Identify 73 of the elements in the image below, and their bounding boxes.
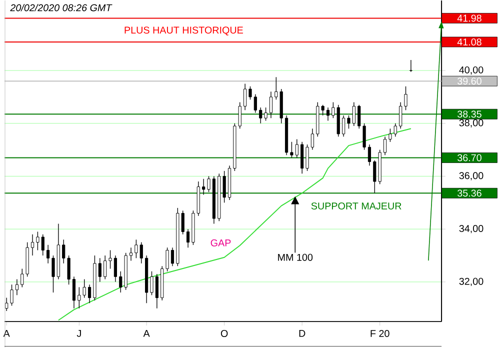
candlestick (394, 123, 397, 138)
candlestick (129, 247, 133, 262)
candlestick (342, 115, 346, 138)
y-tick-label: 40,00 (459, 66, 484, 75)
candlestick (310, 128, 314, 150)
candlestick (295, 139, 298, 158)
ref-line-label: 38.35 (457, 110, 482, 118)
candlestick (207, 176, 210, 193)
annotation: 20/02/2020 08:26 GMT (10, 4, 112, 12)
candlestick (98, 258, 102, 283)
x-tick-label: A (143, 330, 150, 338)
candlestick (88, 284, 92, 304)
y-tick-label: 36,00 (459, 172, 484, 181)
candlestick (244, 84, 247, 111)
candlestick (259, 107, 262, 124)
candlestick (347, 115, 350, 130)
candlestick (108, 250, 112, 270)
x-tick-label: J (76, 330, 81, 338)
candlestick (114, 255, 118, 283)
candlestick (300, 142, 304, 174)
ref-line-label: 41.08 (457, 38, 482, 46)
annotation: GAP (210, 240, 231, 247)
annotation: SUPPORT MAJEUR (311, 202, 402, 210)
x-tick-label: A (3, 330, 10, 338)
candlestick (362, 123, 366, 150)
candlestick (306, 144, 309, 172)
candlestick (166, 247, 169, 272)
candlestick (248, 86, 252, 100)
ref-line-label: 39.60 (457, 78, 482, 85)
candlestick (186, 228, 190, 248)
candlestick (104, 255, 107, 280)
candlestick (358, 104, 361, 130)
candlestick (269, 92, 273, 119)
candlestick (10, 284, 14, 306)
candlestick (352, 102, 356, 127)
candlestick (41, 234, 44, 256)
candlestick (368, 144, 372, 166)
candlestick (404, 86, 408, 111)
candlestick (46, 244, 50, 264)
ref-line-label: 35.36 (457, 190, 482, 197)
candlestick (72, 276, 76, 309)
candlestick (67, 255, 70, 286)
candlestick (150, 271, 154, 296)
candlestick (202, 178, 206, 196)
candlestick (388, 128, 392, 142)
candlestick (62, 240, 66, 264)
x-tick-label: O (220, 330, 228, 338)
candlestick (326, 107, 330, 122)
ref-line-label: 41.98 (457, 14, 482, 22)
y-tick-label: 34,00 (459, 225, 484, 234)
candlestick (409, 60, 412, 72)
candlestick (52, 255, 55, 294)
annotation: PLUS HAUT HISTORIQUE (124, 26, 243, 36)
x-tick-label: F 20 (370, 330, 390, 338)
y-tick-label: 32,00 (459, 278, 484, 286)
candlestick (15, 279, 19, 296)
candlestick (170, 247, 174, 267)
line-series (58, 128, 412, 321)
ref-line-label: 36.70 (457, 154, 482, 162)
candlestick (254, 94, 257, 114)
candlestick (383, 136, 387, 156)
candlestick (264, 107, 268, 122)
x-tick-label: D (299, 330, 306, 338)
candlestick (399, 102, 402, 130)
candlestick (290, 142, 294, 158)
annotation: MM 100 (278, 254, 313, 262)
candlestick (134, 240, 138, 259)
candlestick (238, 102, 242, 130)
candlestick (140, 242, 143, 264)
candlestick (30, 234, 34, 256)
y-tick-label: 38,00 (459, 120, 484, 128)
candlestick (155, 274, 158, 309)
candlestick (36, 232, 40, 251)
